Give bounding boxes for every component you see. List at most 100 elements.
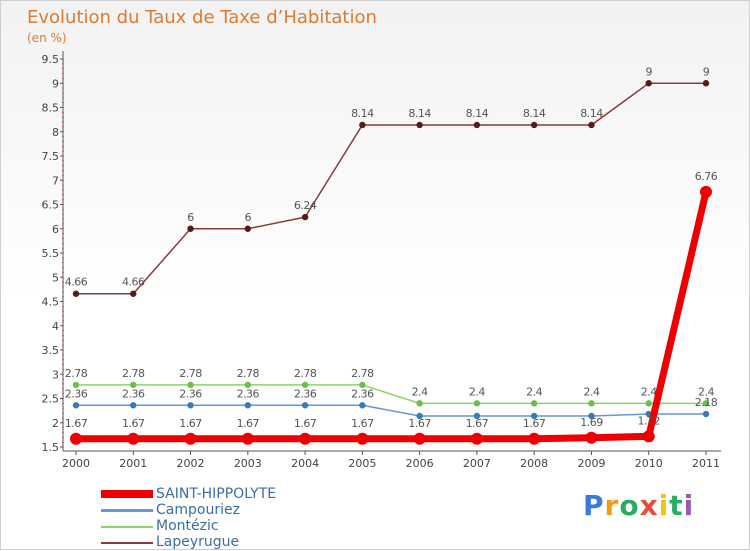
data-point-campouriez xyxy=(72,402,80,409)
x-tick-label: 2007 xyxy=(463,457,491,470)
data-label-campouriez: 2.36 xyxy=(65,387,88,400)
data-label-mont-zic: 2.4 xyxy=(641,385,657,398)
data-point-saint-hippolyte xyxy=(528,432,541,445)
data-point-lapeyrugue xyxy=(244,225,252,232)
y-tick-label: 5 xyxy=(52,271,59,284)
logo-letter: r xyxy=(604,489,620,522)
series-line-campouriez xyxy=(76,404,706,417)
chart-title: Evolution du Taux de Taxe d’Habitation xyxy=(27,7,377,28)
y-tick-label: 2 xyxy=(52,417,59,430)
data-label-lapeyrugue: 8.14 xyxy=(523,107,546,120)
y-tick-label: 9 xyxy=(52,77,59,90)
data-point-mont-zic xyxy=(702,400,710,407)
legend-swatch-montezic xyxy=(101,526,153,528)
data-label-saint-hippolyte: 1.67 xyxy=(351,417,374,430)
x-tick-label: 2011 xyxy=(692,457,720,470)
data-label-lapeyrugue: 8.14 xyxy=(580,107,603,120)
data-point-mont-zic xyxy=(72,381,80,389)
data-label-saint-hippolyte: 1.69 xyxy=(580,416,603,429)
legend-swatch-campouriez xyxy=(101,509,153,512)
data-label-lapeyrugue: 8.14 xyxy=(351,107,374,120)
y-tick-label: 4.5 xyxy=(42,296,60,309)
legend-label-campouriez: Campouriez xyxy=(156,502,240,518)
data-label-lapeyrugue: 6.24 xyxy=(294,199,317,212)
data-label-campouriez: 2.18 xyxy=(695,396,718,409)
data-point-campouriez xyxy=(244,402,252,409)
data-point-mont-zic xyxy=(530,400,538,407)
data-point-mont-zic xyxy=(645,400,652,407)
x-tick-label: 2009 xyxy=(577,457,605,470)
data-label-saint-hippolyte: 6.76 xyxy=(695,170,718,183)
data-label-mont-zic: 2.78 xyxy=(237,367,260,380)
y-tick-label: 8.5 xyxy=(42,102,60,115)
data-point-lapeyrugue xyxy=(130,290,137,297)
data-point-mont-zic xyxy=(301,381,309,389)
data-label-saint-hippolyte: 1.67 xyxy=(408,417,431,430)
data-label-saint-hippolyte: 1.67 xyxy=(122,417,145,430)
data-label-mont-zic: 2.78 xyxy=(65,367,88,380)
data-label-campouriez: 2.36 xyxy=(294,387,317,400)
data-label-saint-hippolyte: 1.67 xyxy=(523,417,546,430)
x-tick-label: 2004 xyxy=(291,457,319,470)
legend-label-montezic: Montézic xyxy=(156,518,219,534)
data-point-saint-hippolyte xyxy=(184,432,197,445)
logo-letter: P xyxy=(583,489,605,522)
data-point-lapeyrugue xyxy=(416,121,423,129)
logo-letter: t xyxy=(669,489,684,522)
x-tick-label: 2003 xyxy=(234,457,262,470)
data-label-campouriez: 2.36 xyxy=(122,387,145,400)
logo-letter: i xyxy=(683,489,695,522)
data-point-saint-hippolyte xyxy=(585,431,598,444)
data-label-lapeyrugue: 4.66 xyxy=(122,276,145,289)
x-tick-label: 2005 xyxy=(348,457,376,470)
y-tick-label: 1.5 xyxy=(42,441,60,454)
data-point-campouriez xyxy=(702,410,710,418)
data-point-saint-hippolyte xyxy=(70,432,82,445)
data-label-lapeyrugue: 9 xyxy=(645,65,652,78)
data-label-campouriez: 2.36 xyxy=(179,387,202,400)
data-point-mont-zic xyxy=(416,400,423,407)
y-tick-label: 6.5 xyxy=(42,199,60,212)
legend-swatch-saint-hippolyte xyxy=(101,490,153,498)
data-label-mont-zic: 2.4 xyxy=(469,385,485,398)
data-point-mont-zic xyxy=(359,381,366,389)
data-point-campouriez xyxy=(588,412,595,420)
data-point-campouriez xyxy=(473,412,481,420)
x-tick-label: 2006 xyxy=(406,457,434,470)
data-point-campouriez xyxy=(187,402,194,409)
y-tick-label: 9.5 xyxy=(42,53,60,66)
data-label-saint-hippolyte: 1.67 xyxy=(466,417,489,430)
data-label-lapeyrugue: 6 xyxy=(187,211,194,224)
data-point-mont-zic xyxy=(244,381,252,389)
x-tick-label: 2008 xyxy=(520,457,548,470)
y-tick-label: 5.5 xyxy=(42,247,60,260)
data-label-mont-zic: 2.4 xyxy=(698,385,714,398)
data-label-mont-zic: 2.78 xyxy=(179,367,202,380)
data-point-campouriez xyxy=(416,412,423,420)
data-point-saint-hippolyte xyxy=(700,185,712,198)
data-point-saint-hippolyte xyxy=(241,432,254,445)
y-tick-label: 2.5 xyxy=(42,393,60,406)
data-point-saint-hippolyte xyxy=(470,432,483,445)
chart-subtitle: (en %) xyxy=(27,31,67,45)
data-point-saint-hippolyte xyxy=(299,432,312,445)
x-tick-label: 2002 xyxy=(177,457,205,470)
data-label-mont-zic: 2.4 xyxy=(526,385,542,398)
y-tick-label: 7.5 xyxy=(42,150,60,163)
data-label-saint-hippolyte: 1.67 xyxy=(294,417,317,430)
legend-label-lapeyrugue: Lapeyrugue xyxy=(156,534,240,550)
data-label-mont-zic: 2.4 xyxy=(412,385,428,398)
data-point-mont-zic xyxy=(588,400,595,407)
data-label-lapeyrugue: 9 xyxy=(703,65,710,78)
data-point-lapeyrugue xyxy=(187,225,194,232)
data-point-mont-zic xyxy=(473,400,481,407)
logo-letter: o xyxy=(619,489,640,522)
data-label-saint-hippolyte: 1.67 xyxy=(65,417,88,430)
data-label-saint-hippolyte: 1.67 xyxy=(237,417,260,430)
data-point-saint-hippolyte xyxy=(642,430,655,443)
y-tick-label: 7 xyxy=(52,174,59,187)
data-point-lapeyrugue xyxy=(72,290,80,297)
data-point-campouriez xyxy=(301,402,309,409)
legend-label-saint-hippolyte: SAINT-HIPPOLYTE xyxy=(156,486,277,502)
